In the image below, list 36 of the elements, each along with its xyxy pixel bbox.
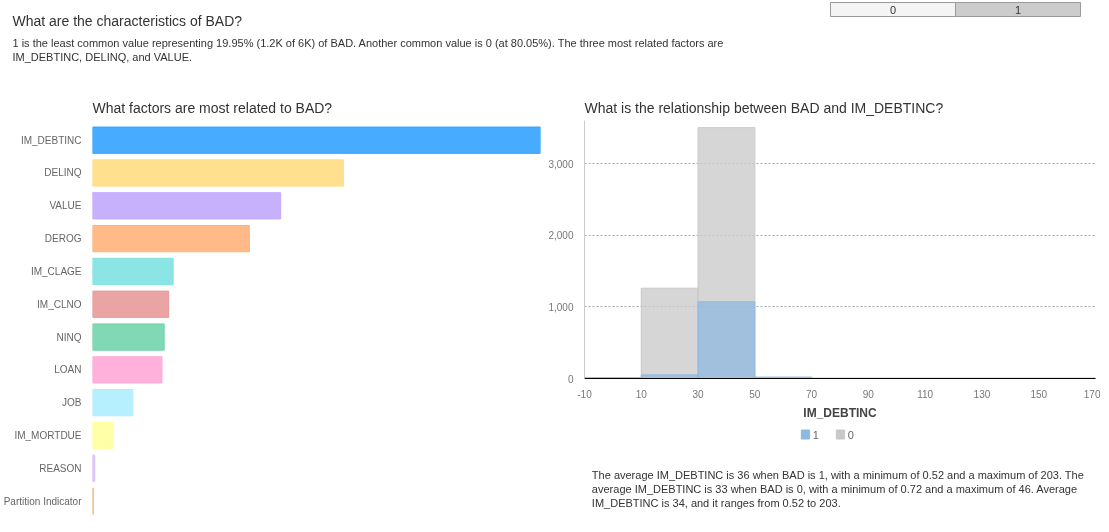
chart-title: What factors are most related to BAD?: [92, 99, 333, 116]
x-tick-label: 130: [973, 388, 991, 400]
x-tick-label: -10: [577, 388, 593, 400]
x-tick-label: 150: [1030, 388, 1048, 400]
legend-label: 0: [847, 428, 854, 441]
legend-label: 1: [812, 428, 819, 441]
y-tick-label: IM_CLAGE: [30, 265, 82, 277]
y-tick-label: IM_CLNO: [37, 298, 82, 310]
y-tick-label: REASON: [39, 462, 82, 474]
text: The average IM_DEBTINC is 36 when BAD is 1, with a minimum of 0.52 and a maximum of 203. The average IM_DEBTINC is 33 when BAD is 0, with a minimum of 0.72 and a maximum of 46. Average IM_DEBTINC is 34, and it ranges from 0.52 to 203.: [591, 468, 1084, 509]
x-tick-label: 50: [749, 388, 761, 400]
x-tick-label: 170: [1083, 388, 1101, 400]
x-tick-label: 70: [806, 388, 818, 400]
y-tick-label: DEROG: [44, 233, 82, 245]
y-tick-label: 0: [567, 373, 574, 385]
y-tick-label: Partition Indicator: [3, 495, 83, 507]
y-tick-label: 3,000: [548, 158, 574, 170]
text: 1: [1014, 3, 1022, 16]
y-tick-label: 1,000: [548, 301, 574, 313]
y-tick-label: 2,000: [548, 230, 574, 242]
text: 0: [889, 3, 897, 16]
y-tick-label: IM_MORTDUE: [14, 429, 82, 441]
text: What are the characteristics of BAD?: [12, 12, 243, 29]
x-tick-label: 110: [917, 388, 934, 400]
x-tick-label: 10: [635, 388, 648, 400]
x-tick-label: 30: [692, 388, 705, 400]
y-tick-label: DELINQ: [44, 167, 82, 179]
x-tick-label: 90: [862, 388, 875, 400]
y-tick-label: VALUE: [49, 200, 82, 212]
text: 1 is the least common value representing 19.95% (1.2K of 6K) of BAD. Another common value is 0 (at 80.05%). The three most related factors are IM_DEBTINC, DELINQ, and VALUE.: [12, 36, 724, 63]
y-tick-label: JOB: [62, 397, 82, 409]
y-tick-label: LOAN: [54, 364, 82, 376]
y-tick-label: IM_DEBTINC: [20, 134, 82, 146]
x-axis-title: IM_DEBTINC: [803, 405, 877, 420]
y-tick-label: NINQ: [56, 331, 82, 343]
chart-title: What is the relationship between BAD and IM_DEBTINC?: [584, 99, 944, 116]
